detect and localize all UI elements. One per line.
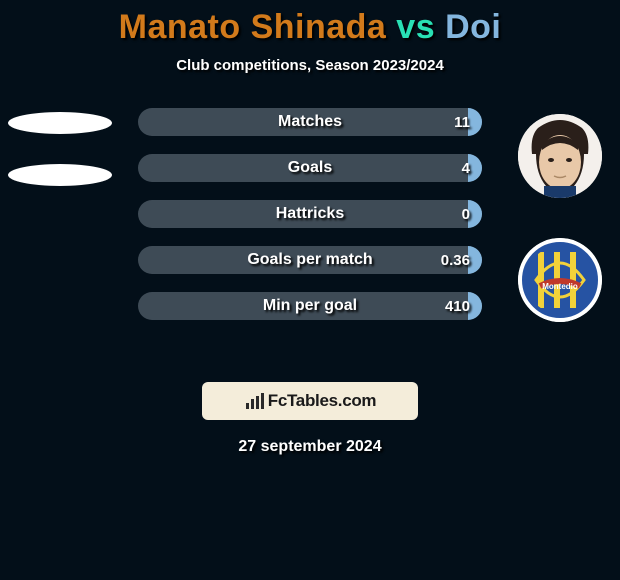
title-player2: Doi: [445, 8, 501, 46]
stat-label: Goals per match: [247, 251, 372, 269]
right-player-column: Montedio: [500, 104, 620, 322]
stat-bar-right-fill: [468, 154, 482, 182]
stat-bar-right-fill: [468, 292, 482, 320]
stat-bar-right-fill: [468, 108, 482, 136]
date-text: 27 september 2024: [0, 438, 620, 456]
stat-value-right: 0: [462, 206, 470, 223]
stat-value-right: 0.36: [441, 252, 470, 269]
stat-bar: Matches 11: [138, 108, 482, 136]
subtitle: Club competitions, Season 2023/2024: [0, 57, 620, 74]
stat-bar: Min per goal 410: [138, 292, 482, 320]
right-club-logo: Montedio: [518, 238, 602, 322]
left-club-logo-placeholder: [8, 164, 112, 186]
stat-label: Goals: [288, 159, 332, 177]
stat-label: Min per goal: [263, 297, 357, 315]
right-player-photo: [518, 114, 602, 198]
stats-bars: Matches 11 Goals 4 Hattricks 0 Goals per match…: [138, 108, 482, 320]
left-player-photo-placeholder: [8, 112, 112, 134]
svg-text:Montedio: Montedio: [542, 282, 578, 291]
club-crest-icon: Montedio: [518, 238, 602, 322]
brand-text: FcTables.com: [268, 391, 377, 411]
stat-value-right: 410: [445, 298, 470, 315]
stat-label: Hattricks: [276, 205, 344, 223]
stat-value-right: 4: [462, 160, 470, 177]
stat-label: Matches: [278, 113, 342, 131]
title-player1: Manato Shinada: [119, 8, 387, 46]
stat-bar-right-fill: [468, 246, 482, 274]
stat-bar-right-fill: [468, 200, 482, 228]
brand-badge: FcTables.com: [202, 382, 418, 420]
stat-value-right: 11: [454, 114, 470, 131]
page-title: Manato Shinada vs Doi: [0, 0, 620, 47]
left-player-column: [0, 104, 120, 186]
comparison-content: Matches 11 Goals 4 Hattricks 0 Goals per match…: [0, 104, 620, 364]
stat-bar: Hattricks 0: [138, 200, 482, 228]
player-face-icon: [518, 114, 602, 198]
bar-chart-icon: [244, 391, 266, 411]
stat-bar: Goals 4: [138, 154, 482, 182]
title-vs: vs: [396, 8, 435, 46]
stat-bar: Goals per match 0.36: [138, 246, 482, 274]
